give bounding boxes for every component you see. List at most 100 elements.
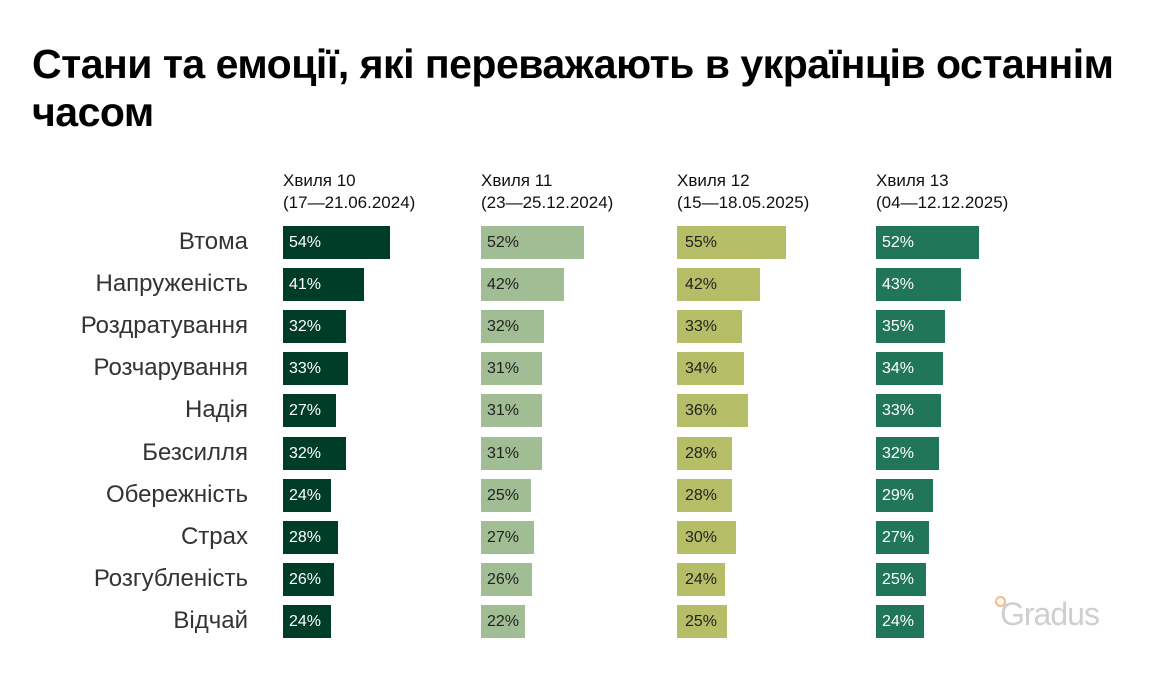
bar [481,562,533,596]
category-label: Страх [180,522,248,550]
bar [876,562,926,596]
bar [283,520,339,554]
bar [677,562,725,596]
bar [876,394,942,428]
data-label: 34% [882,360,915,378]
bar [677,604,727,638]
data-label: 22% [487,612,520,630]
bar [481,226,584,259]
data-label: 35% [882,318,915,336]
data-label: 30% [685,528,718,546]
bar [283,268,365,302]
data-label: 34% [685,360,718,378]
bar [481,520,535,554]
data-label: 52% [882,234,915,251]
series-period: (17—21.06.2024) [283,193,416,212]
data-label: 42% [487,276,520,294]
data-label: 24% [289,486,322,504]
data-label: 27% [882,528,915,546]
bar [283,394,337,428]
bar [481,436,543,470]
bar [677,352,745,386]
logo-dot-icon [995,596,1006,607]
data-label: 28% [685,486,718,504]
data-label: 43% [882,276,915,294]
category-label: Розгубленість [93,564,248,592]
data-label: 32% [487,318,520,336]
data-label: 33% [289,360,322,378]
bar [283,562,335,596]
category-label: Напруженість [95,270,248,298]
bar [677,394,749,428]
data-label: 26% [487,570,520,588]
series-period: (15—18.05.2025) [677,193,810,212]
data-label: 28% [289,528,322,546]
bar [481,394,543,428]
bar [876,352,944,386]
series-header: Хвиля 10 (17—21.06.2024) [283,170,415,214]
series-header: Хвиля 12 (15—18.05.2025) [677,170,809,214]
data-label: 54% [289,234,322,251]
data-label: 52% [487,234,520,251]
category-label: Відчай [173,606,248,634]
bar [876,604,924,638]
bar [283,436,347,470]
category-label: Втома [178,228,248,255]
data-label: 28% [685,444,718,462]
bar [876,310,946,344]
data-label: 33% [685,318,718,336]
data-label: 25% [487,486,520,504]
bar [481,478,531,512]
data-label: 26% [289,570,322,588]
data-label: 24% [289,612,322,630]
category-label: Безсилля [142,438,248,466]
series-name: Хвиля 11 [481,171,553,190]
bar [677,310,743,344]
data-label: 27% [289,402,322,420]
bar [677,520,737,554]
bar [677,268,761,302]
bar [283,478,331,512]
data-label: 29% [882,486,915,504]
category-label: Обережність [105,480,248,508]
bar [876,478,934,512]
series-name: Хвиля 10 [283,171,356,190]
bar [677,478,733,512]
bar [283,310,347,344]
data-label: 31% [487,360,520,378]
category-label: Розчарування [93,354,249,382]
bar [283,604,331,638]
data-label: 42% [685,276,718,294]
data-label: 27% [487,528,520,546]
data-label: 55% [685,234,718,251]
data-label: 25% [685,612,718,630]
bar [481,310,545,344]
bar [481,268,565,302]
bar [876,268,962,302]
bar [481,352,543,386]
data-label: 31% [487,444,520,462]
data-label: 32% [882,444,915,462]
category-label: Роздратування [80,312,248,340]
data-label: 41% [289,276,322,294]
data-label: 32% [289,444,322,462]
data-label: 36% [685,402,718,420]
bar [677,226,786,259]
bar [876,520,930,554]
series-period: (23—25.12.2024) [481,193,614,212]
chart-title: Стани та емоції, які переважають в украї… [32,41,1114,135]
bar [876,436,940,470]
data-label: 24% [882,612,915,630]
series-period: (04—12.12.2025) [876,193,1009,212]
series-header: Хвиля 13 (04—12.12.2025) [876,170,1008,214]
data-label: 24% [685,570,718,588]
bar [283,352,349,386]
data-label: 31% [487,402,520,420]
bar [283,226,390,259]
series-header: Хвиля 11 (23—25.12.2024) [481,170,613,214]
bar [876,226,979,259]
data-label: 32% [289,318,322,336]
data-label: 33% [882,402,915,420]
category-label: Надія [184,396,248,424]
